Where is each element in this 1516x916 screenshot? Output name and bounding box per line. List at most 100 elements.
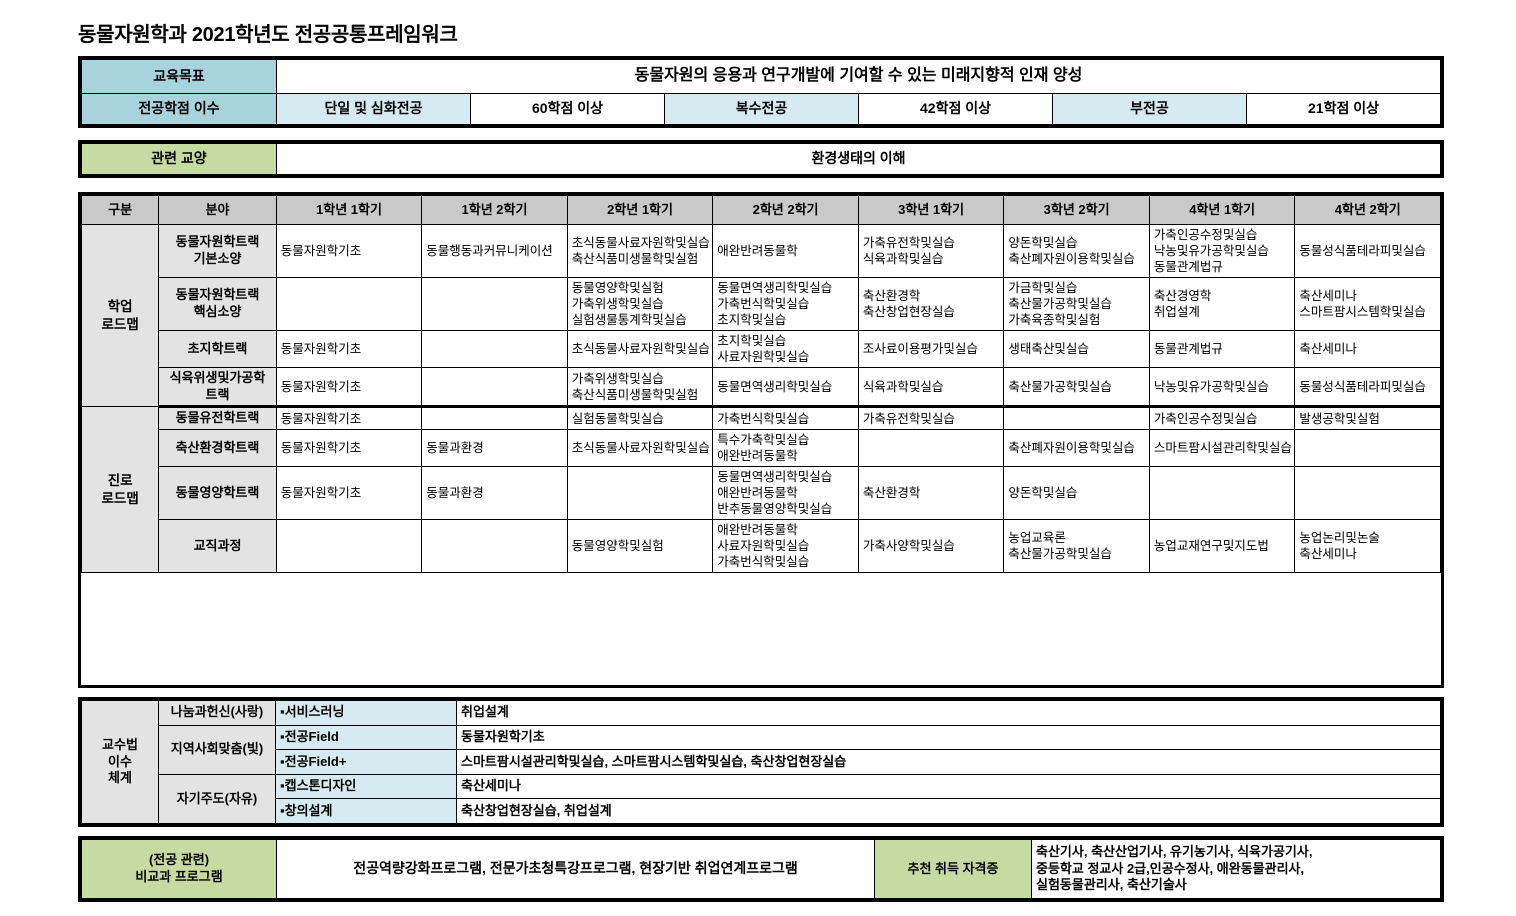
roadmap-column-header: 구분: [80, 195, 160, 225]
liberal-arts-value: 환경생태의 이해: [276, 143, 1441, 175]
roadmap-course-cell: 동물자원학기초: [275, 406, 423, 430]
roadmap-column-header: 2학년 1학기: [566, 195, 714, 225]
roadmap-header: 구분 분야 1학년 1학기 1학년 2학기 2학년 1학기 2학년 2학기 3학년 1학기 3…: [80, 195, 1441, 225]
roadmap-course-cell: 축산경영학 취업설계: [1148, 277, 1296, 331]
teaching-method-type: ▪캡스톤디자인: [275, 773, 457, 800]
roadmap-track-label: 초지학트랙: [158, 330, 277, 368]
roadmap-course-cell: 동물과환경: [421, 465, 568, 520]
roadmap-course-cell: 가축사양학및실습: [857, 518, 1005, 573]
roadmap-course-cell: [275, 518, 423, 573]
teaching-method-courses: 스마트팜시설관리학및실습, 스마트팜시스템학및실습, 축산창업현장실습: [456, 749, 1441, 775]
teaching-method-type: ▪서비스러닝: [275, 700, 457, 726]
roadmap-course-cell: 식육과학및실습: [857, 366, 1005, 409]
roadmap-course-cell: 양돈학및실습: [1003, 465, 1150, 520]
roadmap-course-cell: 초지학및실습 사료자원학및실습: [712, 330, 859, 368]
roadmap-section-label: 진로 로드맵: [80, 406, 160, 573]
roadmap-course-cell: [566, 465, 714, 520]
roadmap-column-header: 3학년 2학기: [1003, 195, 1150, 225]
certificate-label: 추천 취득 자격증: [874, 839, 1032, 899]
roadmap-track-label: 동물유전학트랙: [158, 406, 277, 430]
roadmap-course-cell: 생태축산및실습: [1003, 330, 1150, 368]
education-goal-label: 교육목표: [81, 58, 277, 95]
roadmap-course-cell: 축산물가공학및실습: [1003, 366, 1150, 409]
roadmap-course-cell: [857, 428, 1005, 467]
teaching-method-type: ▪전공Field+: [275, 749, 457, 775]
education-goal-block: 교육목표 동물자원의 응용과 연구개발에 기여할 수 있는 미래지향적 인재 양…: [78, 56, 1444, 128]
roadmap-course-cell: 실험동물학및실습: [566, 406, 714, 430]
teaching-method-block: 교수법 이수 체계 나눔과헌신(사랑) ▪서비스러닝 취업설계 지역사회맞춤(빛) ▪전공Fi…: [78, 697, 1444, 827]
roadmap-block: 구분 분야 1학년 1학기 1학년 2학기 2학년 1학기 2학년 2학기 3학년 1학기 3…: [78, 192, 1444, 688]
table-row: 동물영양학트랙 동물자원학기초 동물과환경 동물면역생리학및실습 애완반려동물학 반추동물…: [82, 465, 1441, 520]
roadmap-course-cell: 조사료이용평가및실습: [857, 330, 1005, 368]
roadmap-course-cell: 가축유전학및실습 식육과학및실습: [857, 224, 1005, 278]
page-title: 동물자원학과 2021학년도 전공공통프레임워크: [78, 24, 458, 46]
roadmap-track-label: 축산환경학트랙: [158, 428, 277, 467]
roadmap-course-cell: 양돈학및실습 축산폐자원이용학및실습: [1003, 224, 1150, 278]
teaching-method-row: 지역사회맞춤(빛) ▪전공Field 동물자원학기초: [82, 724, 1441, 775]
roadmap-column-header: 1학년 2학기: [421, 195, 568, 225]
roadmap-course-cell: 동물자원학기초: [275, 428, 423, 467]
teaching-method-row: ▪전공Field+ 스마트팜시설관리학및실습, 스마트팜시스템학및실습, 축산창업…: [82, 749, 1441, 775]
roadmap-course-cell: [421, 406, 568, 430]
roadmap-course-cell: 낙농및유가공학및실습: [1148, 366, 1296, 409]
roadmap-course-cell: 초식동물사료자원학및실습: [566, 330, 714, 368]
education-goal-table: 교육목표 동물자원의 응용과 연구개발에 기여할 수 있는 미래지향적 인재 양…: [81, 58, 1441, 125]
table-row: 동물자원학트랙 핵심소양 동물영양학및실험 가축위생학및실습 실험생물통계학및실습 동물면…: [82, 277, 1441, 331]
roadmap-course-cell: 초식동물사료자원학및실습 축산식품미생물학및실험: [566, 224, 714, 278]
teaching-method-row: ▪창의설계 축산창업현장실습, 취업설계: [82, 798, 1441, 824]
roadmap-track-label: 교직과정: [158, 518, 277, 573]
roadmap-course-cell: [1294, 465, 1441, 520]
roadmap-course-cell: [1148, 465, 1296, 520]
roadmap-course-cell: 발생공학및실험: [1294, 406, 1441, 430]
liberal-arts-block: 관련 교양 환경생태의 이해: [78, 140, 1444, 178]
roadmap-course-cell: 가금학및실습 축산물가공학및실습 가축육종학및실험: [1003, 277, 1150, 331]
roadmap-course-cell: 동물영양학및실험: [566, 518, 714, 573]
roadmap-course-cell: 동물관계법규: [1148, 330, 1296, 368]
roadmap-track-label: 동물자원학트랙 핵심소양: [158, 277, 277, 331]
roadmap-course-cell: 동물자원학기초: [275, 330, 423, 368]
roadmap-course-cell: 축산세미나 스마트팜시스템학및실습: [1294, 277, 1441, 331]
teaching-method-courses: 축산세미나: [456, 773, 1441, 800]
table-row: 교직과정 동물영양학및실험 애완반려동물학 사료자원학및실습 가축번식학및실습 가축사양학…: [82, 518, 1441, 573]
education-goal-text: 동물자원의 응용과 연구개발에 기여할 수 있는 미래지향적 인재 양성: [276, 58, 1441, 95]
roadmap-course-cell: 가축인공수정및실습 낙농및유가공학및실습 동물관계법규: [1148, 224, 1296, 278]
credit-value-minor: 21학점 이상: [1246, 93, 1441, 125]
roadmap-course-cell: 동물면역생리학및실습 애완반려동물학 반추동물영양학및실습: [712, 465, 859, 520]
programs-block: (전공 관련) 비교과 프로그램 전공역량강화프로그램, 전문가초청특강프로그램,…: [78, 836, 1444, 902]
roadmap-course-cell: 스마트팜시설관리학및실습: [1148, 428, 1296, 467]
roadmap-course-cell: 동물자원학기초: [275, 465, 423, 520]
roadmap-course-cell: 농업교재연구및지도법: [1148, 518, 1296, 573]
goal-row: 교육목표 동물자원의 응용과 연구개발에 기여할 수 있는 미래지향적 인재 양…: [81, 58, 1441, 95]
roadmap-course-cell: 가축유전학및실습: [857, 406, 1005, 430]
roadmap-course-cell: 축산폐자원이용학및실습: [1003, 428, 1150, 467]
credit-key-minor: 부전공: [1052, 93, 1247, 125]
programs-table: (전공 관련) 비교과 프로그램 전공역량강화프로그램, 전문가초청특강프로그램,…: [81, 839, 1441, 899]
roadmap-course-cell: 동물면역생리학및실습 가축번식학및실습 초지학및실습: [712, 277, 859, 331]
teaching-method-courses: 축산창업현장실습, 취업설계: [456, 798, 1441, 824]
roadmap-course-cell: 동물영양학및실험 가축위생학및실습 실험생물통계학및실습: [566, 277, 714, 331]
roadmap-column-header: 분야: [158, 195, 277, 225]
credit-value-single-major: 60학점 이상: [470, 93, 665, 125]
roadmap-course-cell: 축산환경학: [857, 465, 1005, 520]
extracurricular-program-label: (전공 관련) 비교과 프로그램: [81, 839, 277, 899]
teaching-method-type: ▪전공Field: [275, 724, 457, 751]
teaching-method-area: 지역사회맞춤(빛): [158, 724, 276, 775]
programs-row: (전공 관련) 비교과 프로그램 전공역량강화프로그램, 전문가초청특강프로그램,…: [81, 839, 1441, 899]
liberal-arts-row: 관련 교양 환경생태의 이해: [81, 143, 1441, 175]
credit-requirement-label: 전공학점 이수: [81, 93, 277, 125]
teaching-method-area: 나눔과헌신(사랑): [158, 700, 276, 726]
roadmap-course-cell: [421, 366, 568, 409]
roadmap-course-cell: [1294, 428, 1441, 467]
liberal-arts-table: 관련 교양 환경생태의 이해: [81, 143, 1441, 175]
teaching-method-courses: 취업설계: [456, 700, 1441, 726]
roadmap-table: 구분 분야 1학년 1학기 1학년 2학기 2학년 1학기 2학년 2학기 3학년 1학기 3…: [80, 195, 1441, 573]
roadmap-course-cell: 농업교육론 축산물가공학및실습: [1003, 518, 1150, 573]
roadmap-course-cell: [1003, 406, 1150, 430]
roadmap-column-header: 2학년 2학기: [712, 195, 859, 225]
roadmap-course-cell: [421, 518, 568, 573]
teaching-method-area: 자기주도(자유): [158, 773, 276, 825]
table-row: 진로 로드맵 동물유전학트랙 동물자원학기초 실험동물학및실습 가축번식학및실습 가축유전학…: [80, 406, 1441, 573]
roadmap-course-cell: 가축위생학및실습 축산식품미생물학및실험: [566, 366, 714, 409]
table-row: 학업 로드맵 동물자원학트랙 기본소양 동물자원학기초 동물행동과커뮤니케이션 초식동물사료…: [80, 223, 1441, 408]
